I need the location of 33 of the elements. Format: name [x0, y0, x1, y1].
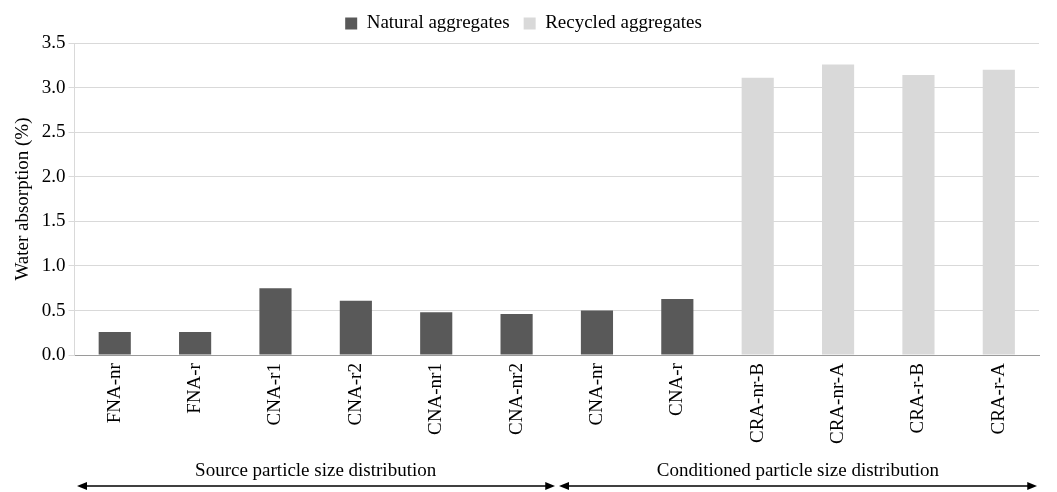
bar [500, 314, 533, 355]
y-tick-label: 3.5 [41, 30, 66, 52]
x-tick-label: FNA-r [183, 362, 205, 414]
y-tick-label: 3.0 [41, 75, 66, 97]
x-tick-label: CNA-r [665, 362, 687, 416]
bar [580, 310, 614, 355]
x-tick-label: CRA-nr-B [745, 363, 767, 443]
bar [420, 312, 453, 355]
x-tick-label: CNA-r1 [263, 363, 285, 426]
y-tick-label: 2.0 [41, 164, 66, 186]
y-tick-label: 2.5 [41, 120, 66, 142]
bar [339, 300, 372, 355]
text: Conditioned particle size distribution [655, 459, 941, 481]
bar [98, 331, 131, 355]
bar [179, 331, 212, 355]
x-tick-label: CNA-nr2 [504, 363, 526, 435]
x-tick-label: FNA-nr [102, 362, 124, 424]
y-tick-label: 1.5 [41, 209, 66, 231]
source-note: Source particle size distribution [194, 459, 438, 481]
x-tick-label: CNA-nr1 [424, 363, 446, 435]
legend-label: Recycled aggregates [545, 11, 702, 33]
x-tick-label: CRA-r-B [906, 363, 928, 434]
y-tick-label: 0.5 [41, 298, 66, 320]
bar [661, 298, 694, 355]
x-tick-label: CNA-r2 [343, 363, 365, 426]
x-tick-label: CRA-r-A [986, 362, 1008, 435]
legend-label: Natural aggregates [366, 11, 510, 33]
y-tick-label: 1.0 [41, 253, 66, 275]
x-tick-label: CNA-nr [584, 362, 606, 426]
y-axis-title: Water absorption (%) [11, 117, 34, 281]
bar [259, 288, 292, 355]
y-tick-label: 0.0 [41, 343, 66, 365]
x-tick-label: CRA-nr-A [826, 362, 848, 444]
